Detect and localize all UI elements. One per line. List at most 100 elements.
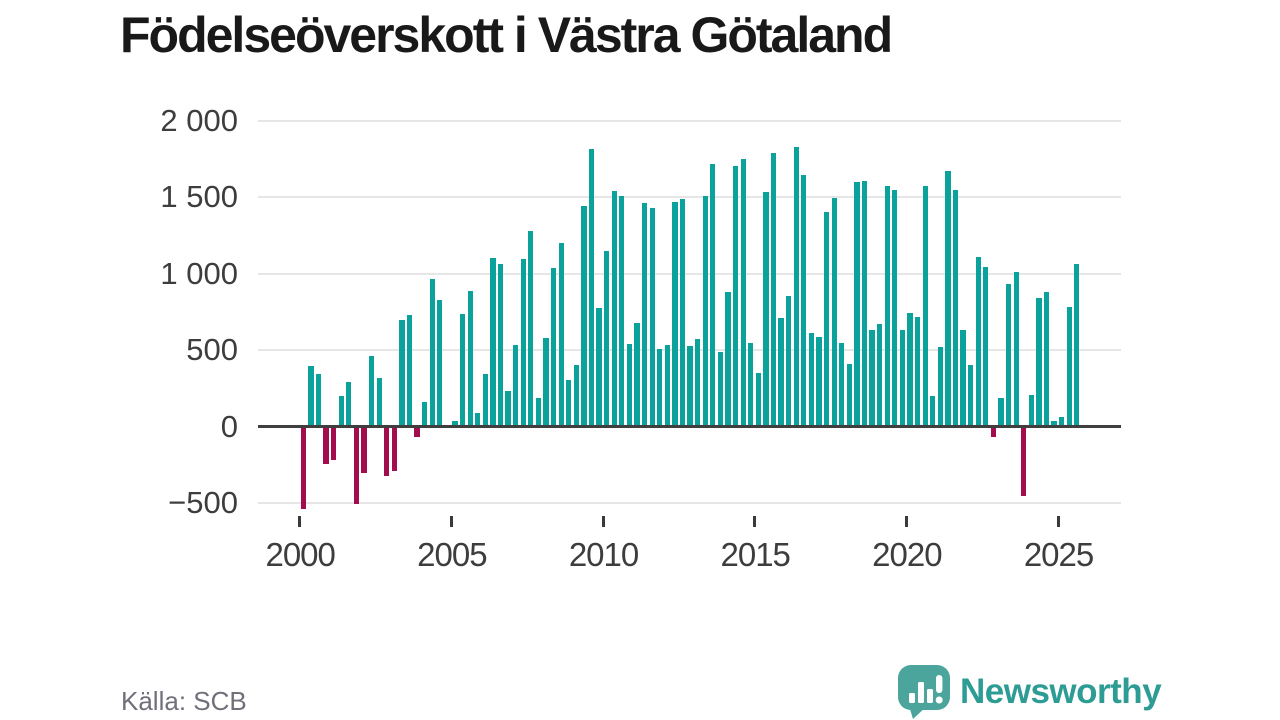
y-gridline	[258, 502, 1121, 505]
quarter-bar	[604, 251, 610, 427]
newsworthy-logo-icon	[898, 665, 950, 719]
quarter-bar	[672, 201, 678, 427]
quarter-bar	[816, 337, 822, 427]
quarter-bar	[732, 165, 739, 427]
quarter-bar	[596, 308, 602, 427]
quarter-bar	[308, 366, 314, 427]
quarter-bar	[376, 378, 382, 427]
quarter-bar	[1059, 417, 1065, 427]
quarter-bar	[535, 398, 542, 427]
y-axis-label: 1 500	[160, 179, 238, 215]
quarter-bar	[437, 300, 443, 427]
quarter-bar	[384, 426, 390, 477]
quarter-bar	[854, 181, 860, 427]
x-axis-tick	[298, 516, 302, 527]
quarter-bar	[573, 365, 579, 427]
y-gridline	[258, 196, 1121, 199]
chart-title: Födelseöverskott i Västra Götaland	[120, 7, 893, 63]
quarter-bar	[657, 348, 663, 427]
quarter-bar	[664, 344, 670, 427]
quarter-bar	[459, 314, 466, 427]
quarter-bar	[990, 426, 997, 437]
y-axis-label: 0	[220, 408, 238, 444]
quarter-bar	[679, 198, 686, 427]
x-axis-tick	[904, 516, 908, 527]
quarter-bar	[626, 344, 633, 427]
x-axis-label: 2000	[265, 536, 335, 573]
quarter-bar	[937, 347, 943, 427]
quarter-bar	[763, 191, 769, 427]
source-note: Källa: SCB	[121, 686, 247, 716]
quarter-bar	[877, 324, 883, 427]
quarter-bar	[353, 426, 360, 504]
quarter-bar	[952, 189, 959, 427]
quarter-bar	[399, 320, 405, 427]
quarter-bar	[975, 256, 981, 427]
quarter-bar	[315, 373, 322, 427]
quarter-bar	[945, 171, 951, 427]
quarter-bar	[1013, 272, 1019, 427]
x-axis-label: 2015	[720, 536, 790, 573]
quarter-bar	[368, 355, 375, 427]
quarter-bar	[634, 323, 640, 427]
quarter-bar	[1028, 395, 1034, 427]
x-axis-tick	[1056, 516, 1060, 527]
quarter-bar	[649, 207, 655, 427]
quarter-bar	[422, 402, 428, 427]
quarter-bar	[558, 243, 564, 427]
quarter-bar	[899, 329, 906, 427]
quarter-bar	[1074, 263, 1080, 427]
y-axis-label: 1 000	[160, 255, 238, 291]
quarter-bar	[543, 337, 549, 427]
quarter-bar	[361, 426, 367, 473]
quarter-bar	[710, 164, 716, 427]
quarter-bar	[323, 426, 329, 465]
quarter-bar	[581, 206, 587, 427]
quarter-bar	[998, 398, 1004, 427]
quarter-bar	[755, 373, 761, 427]
brand-name: Newsworthy	[960, 672, 1162, 711]
y-gridline	[258, 272, 1121, 275]
quarter-bar	[892, 190, 898, 427]
quarter-bar	[914, 317, 921, 427]
quarter-bar	[452, 421, 458, 427]
y-gridline	[258, 119, 1121, 122]
quarter-bar	[1036, 298, 1042, 427]
quarter-bar	[983, 266, 989, 427]
quarter-bar	[475, 412, 481, 427]
quarter-bar	[520, 259, 526, 427]
quarter-bar	[968, 365, 974, 427]
quarter-bar	[846, 363, 852, 427]
quarter-bar	[482, 373, 488, 427]
quarter-bar	[414, 426, 420, 437]
quarter-bar	[1066, 306, 1072, 427]
quarter-bar	[513, 344, 519, 427]
quarter-bar	[1051, 421, 1057, 427]
quarter-bar	[391, 426, 397, 471]
quarter-bar	[1043, 292, 1050, 427]
quarter-bar	[429, 279, 435, 427]
x-axis-label: 2010	[568, 536, 639, 573]
quarter-bar	[611, 191, 617, 427]
x-axis-label: 2025	[1023, 536, 1094, 573]
quarter-bar	[869, 329, 875, 427]
quarter-bar	[839, 342, 845, 427]
quarter-bar	[778, 318, 784, 427]
x-axis-tick	[449, 516, 453, 527]
quarter-bar	[960, 329, 966, 427]
quarter-bar	[338, 396, 344, 427]
quarter-bar	[550, 267, 557, 427]
y-axis-label: −500	[168, 485, 238, 521]
quarter-bar	[740, 158, 746, 427]
quarter-bar	[695, 339, 701, 427]
x-axis-label: 2020	[872, 536, 942, 573]
quarter-bar	[823, 211, 830, 427]
quarter-bar	[331, 426, 337, 460]
y-axis-label: 500	[186, 332, 238, 368]
quarter-bar	[922, 186, 928, 427]
quarter-bar	[786, 295, 792, 427]
quarter-bar	[1005, 284, 1012, 427]
quarter-bar	[770, 152, 777, 427]
